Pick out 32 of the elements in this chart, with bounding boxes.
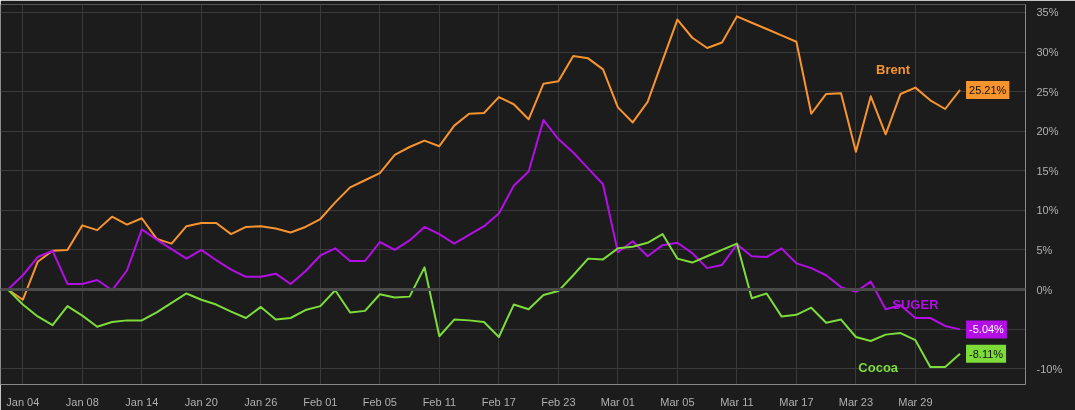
x-tick-label: Jan 04 <box>6 395 40 408</box>
x-tick-label: Jan 08 <box>65 395 99 408</box>
y-tick-label: 20% <box>1036 125 1059 138</box>
y-tick-label: 25% <box>1036 85 1059 98</box>
data-label: -5.04% <box>969 323 1005 336</box>
y-tick-label: 35% <box>1036 6 1059 19</box>
x-tick-label: Feb 23 <box>541 395 576 408</box>
x-tick-label: Mar 29 <box>898 395 933 408</box>
series-label: SUGER <box>892 296 940 312</box>
y-tick-label: 5% <box>1036 243 1053 256</box>
x-tick-label: Feb 17 <box>481 395 516 408</box>
x-tick-label: Jan 20 <box>184 395 218 408</box>
x-tick-label: Mar 01 <box>600 395 636 408</box>
y-tick-label: -10% <box>1036 362 1063 375</box>
x-tick-label: Mar 11 <box>720 395 754 408</box>
x-tick-label: Mar 23 <box>838 395 874 408</box>
x-tick-label: Feb 01 <box>303 395 338 408</box>
y-tick-label: 10% <box>1036 204 1059 217</box>
x-tick-label: Mar 17 <box>779 395 814 408</box>
x-tick-label: Feb 11 <box>422 395 457 408</box>
x-tick-label: Jan 14 <box>125 395 159 408</box>
series-label: Cocoa <box>858 359 899 375</box>
y-tick-label: 0% <box>1036 283 1053 296</box>
x-tick-label: Feb 05 <box>362 395 397 408</box>
x-tick-label: Mar 05 <box>660 395 695 408</box>
series-label: Brent <box>876 61 911 77</box>
line-series <box>6 119 962 331</box>
data-label: 25.21% <box>969 83 1007 96</box>
data-label: -8.11% <box>969 347 1004 360</box>
y-tick-label: 30% <box>1036 46 1059 58</box>
y-tick-label: 15% <box>1036 164 1059 177</box>
x-tick-label: Jan 26 <box>244 395 278 408</box>
